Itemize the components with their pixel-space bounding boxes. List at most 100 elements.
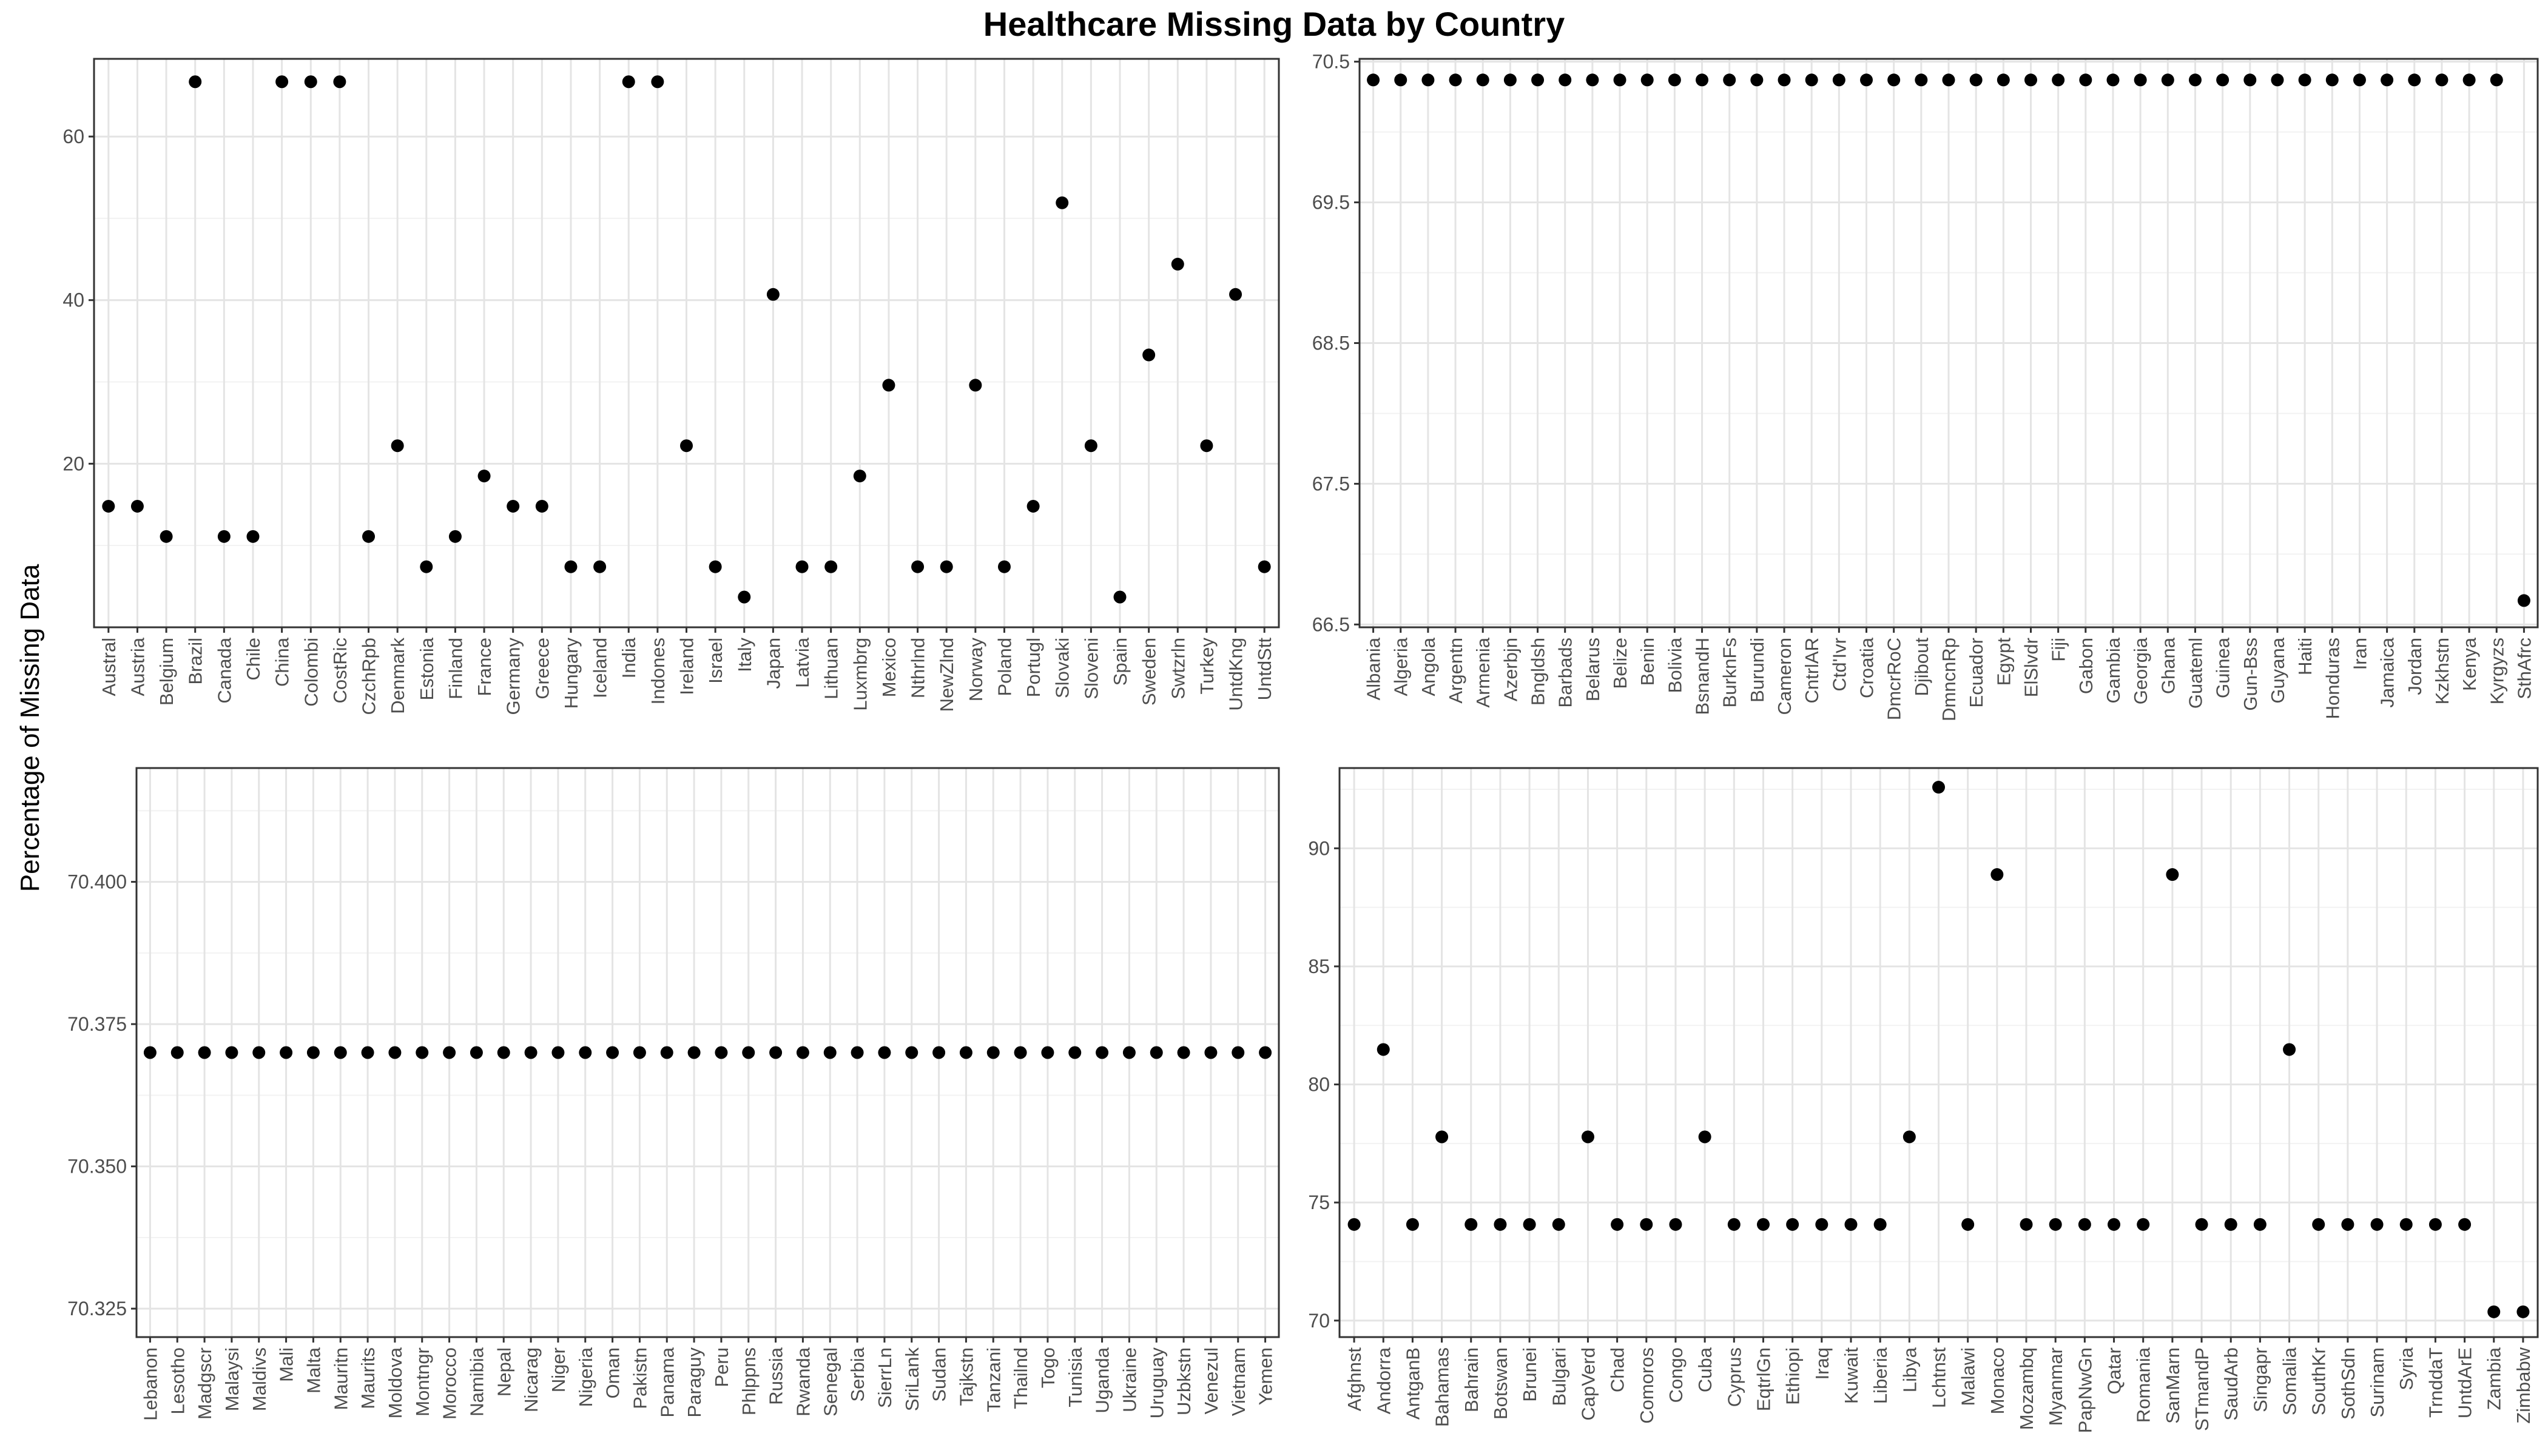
data-point bbox=[2188, 73, 2202, 87]
data-point bbox=[2516, 1305, 2530, 1318]
x-tick-label: Congo bbox=[1665, 1347, 1687, 1403]
x-tick-label: Venezul bbox=[1201, 1347, 1222, 1414]
data-point bbox=[2312, 1218, 2325, 1231]
x-tick-label: DmncnRp bbox=[1938, 638, 1960, 721]
data-point bbox=[1961, 1218, 1975, 1231]
data-point bbox=[2271, 73, 2284, 87]
data-point bbox=[940, 560, 953, 573]
x-tick-label: Brunei bbox=[1519, 1347, 1540, 1402]
data-point bbox=[606, 1046, 619, 1059]
data-point bbox=[969, 379, 982, 392]
x-tick-label: Gun-Bss bbox=[2240, 638, 2261, 711]
y-tick-label: 70.325 bbox=[67, 1298, 127, 1320]
x-tick-label: Ukraine bbox=[1119, 1347, 1140, 1412]
x-tick-label: UntdStt bbox=[1254, 638, 1275, 701]
data-point bbox=[1200, 439, 1213, 453]
data-point bbox=[2020, 1218, 2033, 1231]
data-point bbox=[2106, 73, 2120, 87]
data-point bbox=[535, 499, 548, 513]
x-tick-label: Pakistn bbox=[629, 1347, 650, 1409]
x-tick-label: Namibia bbox=[466, 1347, 487, 1416]
x-tick-label: Lithuan bbox=[821, 638, 842, 699]
x-tick-label: Benin bbox=[1637, 638, 1658, 686]
x-tick-label: DmcrRoC bbox=[1884, 638, 1905, 720]
panel-4: 70 75 80 85 90 Afghnst Andorra AntganB Bahamas Ba… bbox=[1308, 767, 2539, 1433]
data-point bbox=[1723, 73, 1736, 87]
data-point bbox=[160, 530, 173, 543]
data-point bbox=[470, 1046, 483, 1059]
y-tick-label: 69.5 bbox=[1312, 192, 1350, 214]
data-point bbox=[1559, 73, 1572, 87]
x-tick-label: CntrlAR bbox=[1801, 638, 1822, 704]
data-point bbox=[130, 499, 144, 513]
x-tick-label: Slovaki bbox=[1052, 638, 1073, 698]
x-tick-label: Monaco bbox=[1987, 1347, 2008, 1414]
x-tick-label: Iceland bbox=[590, 638, 611, 698]
y-tick-label: 66.5 bbox=[1312, 613, 1350, 635]
x-tick-label: Mauritn bbox=[330, 1347, 351, 1410]
panel-3: 70.325 70.350 70.375 70.400 Lebanon Lesotho Ma… bbox=[67, 767, 1280, 1421]
x-tick-label: Germany bbox=[503, 638, 524, 715]
x-tick-label: PapNwGn bbox=[2074, 1347, 2095, 1433]
x-tick-label: Tanzani bbox=[983, 1347, 1004, 1412]
x-tick-label: Egypt bbox=[1993, 638, 2014, 686]
x-tick-label: Ctd'Ivr bbox=[1828, 638, 1850, 692]
data-point bbox=[882, 379, 895, 392]
data-point bbox=[1832, 73, 1845, 87]
x-tick-label: Albania bbox=[1363, 637, 1384, 700]
data-point bbox=[2435, 73, 2449, 87]
data-point bbox=[1640, 73, 1654, 87]
data-point bbox=[1367, 73, 1380, 87]
data-point bbox=[1786, 1218, 1799, 1231]
x-tick-label: Surinam bbox=[2367, 1347, 2388, 1417]
data-point bbox=[593, 560, 607, 573]
x-tick-label: SierrLn bbox=[874, 1347, 895, 1408]
data-point bbox=[477, 470, 491, 483]
panel-frame bbox=[1338, 767, 2539, 1338]
x-tick-label: SriLank bbox=[902, 1347, 923, 1412]
y-tick-label: 20 bbox=[62, 453, 84, 474]
data-point bbox=[1026, 499, 1040, 513]
x-tick-label: Maurits bbox=[357, 1347, 379, 1409]
data-point bbox=[769, 1046, 783, 1059]
data-point bbox=[1259, 1046, 1272, 1059]
x-tick-label: Colombi bbox=[300, 638, 322, 707]
data-point bbox=[997, 560, 1011, 573]
x-tick-label: Gambia bbox=[2103, 637, 2124, 703]
data-point bbox=[2216, 73, 2230, 87]
panel-frame bbox=[1358, 58, 2539, 629]
data-point bbox=[1476, 73, 1489, 87]
data-point bbox=[1122, 1046, 1136, 1059]
data-point bbox=[2079, 73, 2092, 87]
data-point bbox=[507, 499, 520, 513]
data-point bbox=[170, 1046, 184, 1059]
data-point bbox=[1990, 868, 2004, 881]
x-tick-label: Burundi bbox=[1747, 638, 1768, 703]
y-tick-label: 68.5 bbox=[1312, 332, 1350, 354]
data-point bbox=[448, 530, 462, 543]
x-tick-label: Guateml bbox=[2185, 638, 2206, 709]
x-tick-label: Sloveni bbox=[1080, 638, 1102, 699]
data-point bbox=[1056, 196, 1069, 209]
data-point bbox=[709, 560, 722, 573]
x-tick-label: Sudan bbox=[929, 1347, 950, 1402]
data-point bbox=[1232, 1046, 1245, 1059]
data-point bbox=[1464, 1218, 1478, 1231]
x-tick-label: Maldivs bbox=[249, 1347, 270, 1411]
data-point bbox=[1727, 1218, 1741, 1231]
data-point bbox=[1394, 73, 1407, 87]
data-point bbox=[1531, 73, 1545, 87]
x-tick-label: Jamaica bbox=[2377, 637, 2398, 707]
data-point bbox=[524, 1046, 538, 1059]
data-point bbox=[443, 1046, 456, 1059]
y-tick-label: 70.5 bbox=[1312, 51, 1350, 73]
data-point bbox=[579, 1046, 592, 1059]
x-tick-label: Peru bbox=[711, 1347, 732, 1387]
data-point bbox=[823, 1046, 837, 1059]
x-tick-label: Uzbkstn bbox=[1173, 1347, 1195, 1415]
x-tick-label: Azerbjn bbox=[1500, 638, 1521, 701]
x-tick-label: Romania bbox=[2133, 1347, 2154, 1423]
data-point bbox=[905, 1046, 918, 1059]
data-point bbox=[2490, 73, 2503, 87]
y-tick-label: 70 bbox=[1308, 1310, 1330, 1332]
